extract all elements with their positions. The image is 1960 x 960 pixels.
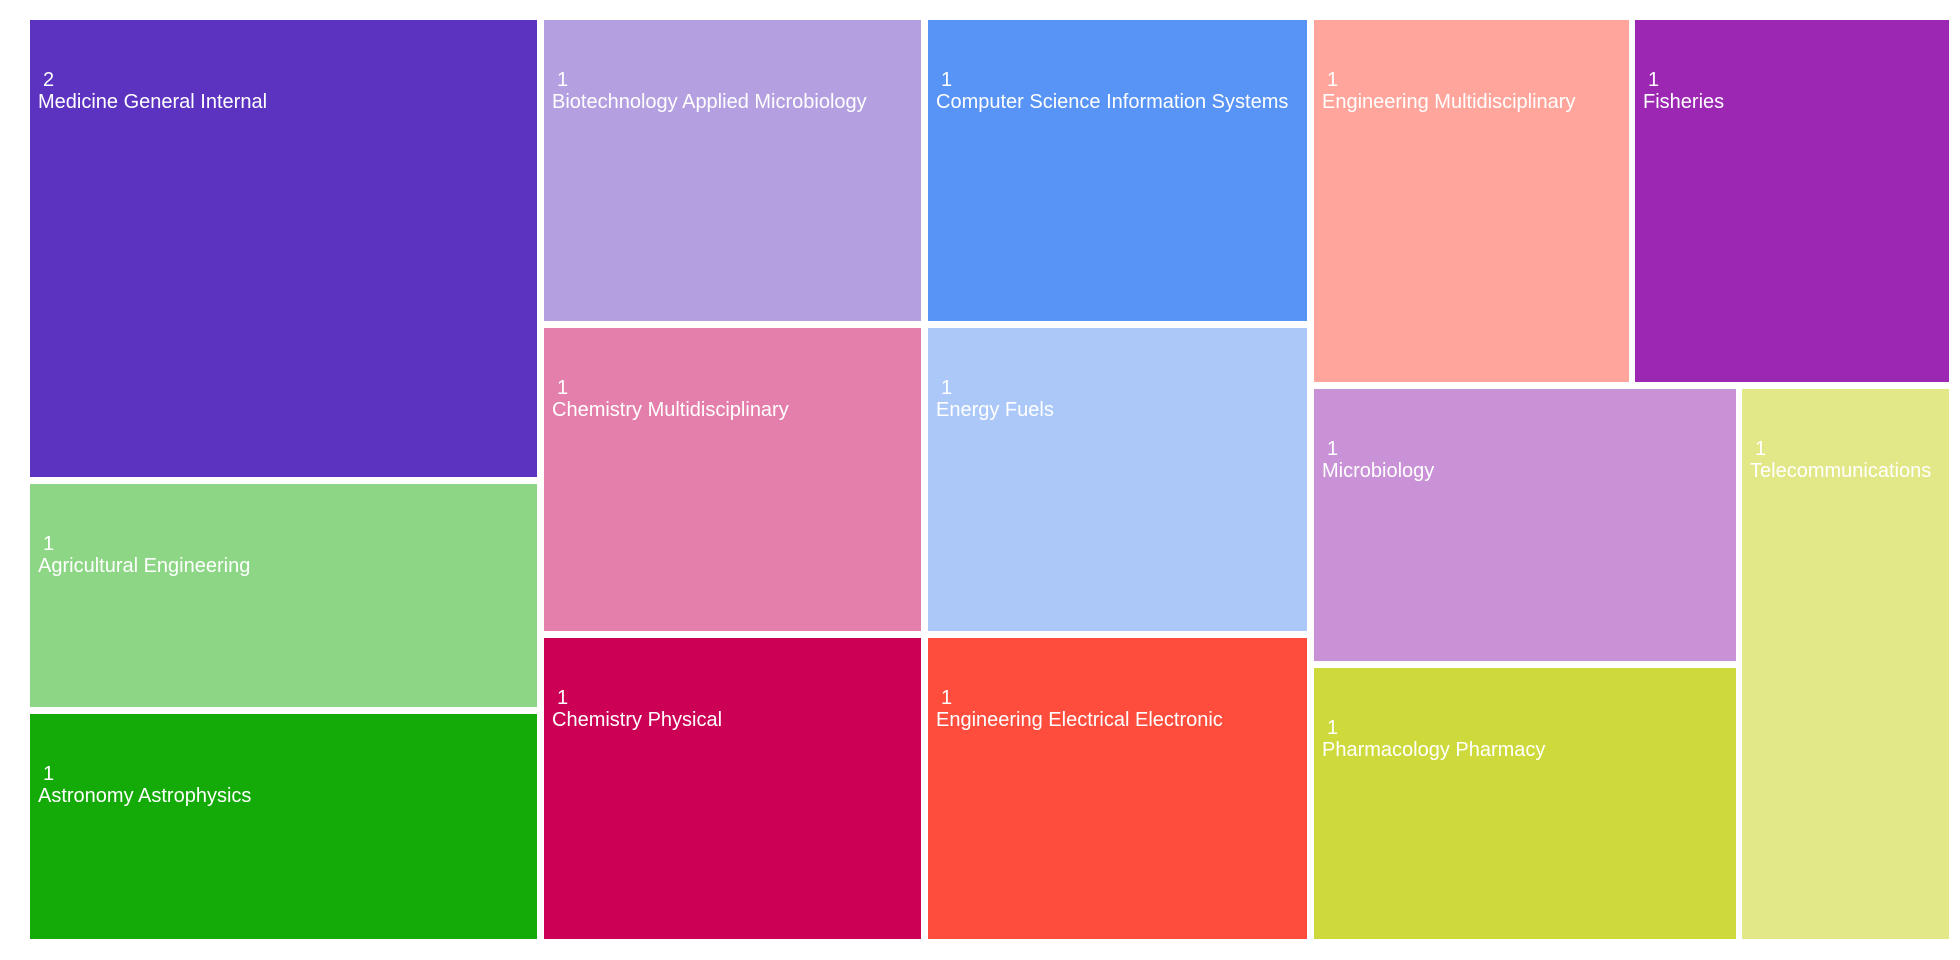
tile: 1 Microbiology	[1314, 389, 1736, 661]
tile: 1 Engineering Multidisciplinary	[1314, 20, 1629, 382]
tile-value: 1	[557, 687, 569, 709]
tile-label: Chemistry Physical	[552, 709, 723, 731]
tile-label: Agricultural Engineering	[38, 555, 251, 577]
tile: 1 Agricultural Engineering	[30, 484, 537, 707]
tile-value: 1	[941, 687, 953, 709]
tile: 1 Computer Science Information Systems	[928, 20, 1307, 321]
tile: 1 Chemistry Physical	[544, 638, 921, 939]
tile-label: Astronomy Astrophysics	[38, 785, 252, 807]
tile: 1 Fisheries	[1635, 20, 1949, 382]
tile-value: 1	[43, 533, 55, 555]
tile-value: 1	[1327, 69, 1339, 91]
tile-value: 1	[1327, 717, 1339, 739]
tile-label: Pharmacology Pharmacy	[1322, 739, 1546, 761]
tile-value: 1	[43, 763, 55, 785]
tile: 1 Biotechnology Applied Microbiology	[544, 20, 921, 321]
tile: 1 Telecommunications	[1742, 389, 1949, 939]
tile-value: 1	[1755, 438, 1767, 460]
tile: 1 Chemistry Multidisciplinary	[544, 328, 921, 631]
tile-label: Biotechnology Applied Microbiology	[552, 91, 867, 113]
tile-label: Fisheries	[1643, 91, 1725, 113]
tile-value: 1	[1327, 438, 1339, 460]
tile-label: Engineering Electrical Electronic	[936, 709, 1223, 731]
tile-value: 1	[941, 69, 953, 91]
tile-label: Medicine General Internal	[38, 91, 268, 113]
tile: 1 Energy Fuels	[928, 328, 1307, 631]
tile-label: Engineering Multidisciplinary	[1322, 91, 1576, 113]
tile-value: 1	[557, 69, 569, 91]
tile-label: Microbiology	[1322, 460, 1435, 482]
tile: 1 Astronomy Astrophysics	[30, 714, 537, 939]
tile-label: Telecommunications	[1750, 460, 1932, 482]
tile-label: Computer Science Information Systems	[936, 91, 1289, 113]
tile: 1 Engineering Electrical Electronic	[928, 638, 1307, 939]
tile-value: 2	[43, 69, 55, 91]
tile-value: 1	[1648, 69, 1660, 91]
tile-value: 1	[941, 377, 953, 399]
tile-label: Energy Fuels	[936, 399, 1054, 421]
tile-label: Chemistry Multidisciplinary	[552, 399, 789, 421]
tile: 1 Pharmacology Pharmacy	[1314, 668, 1736, 939]
tile: 2 Medicine General Internal	[30, 20, 537, 477]
tile-value: 1	[557, 377, 569, 399]
